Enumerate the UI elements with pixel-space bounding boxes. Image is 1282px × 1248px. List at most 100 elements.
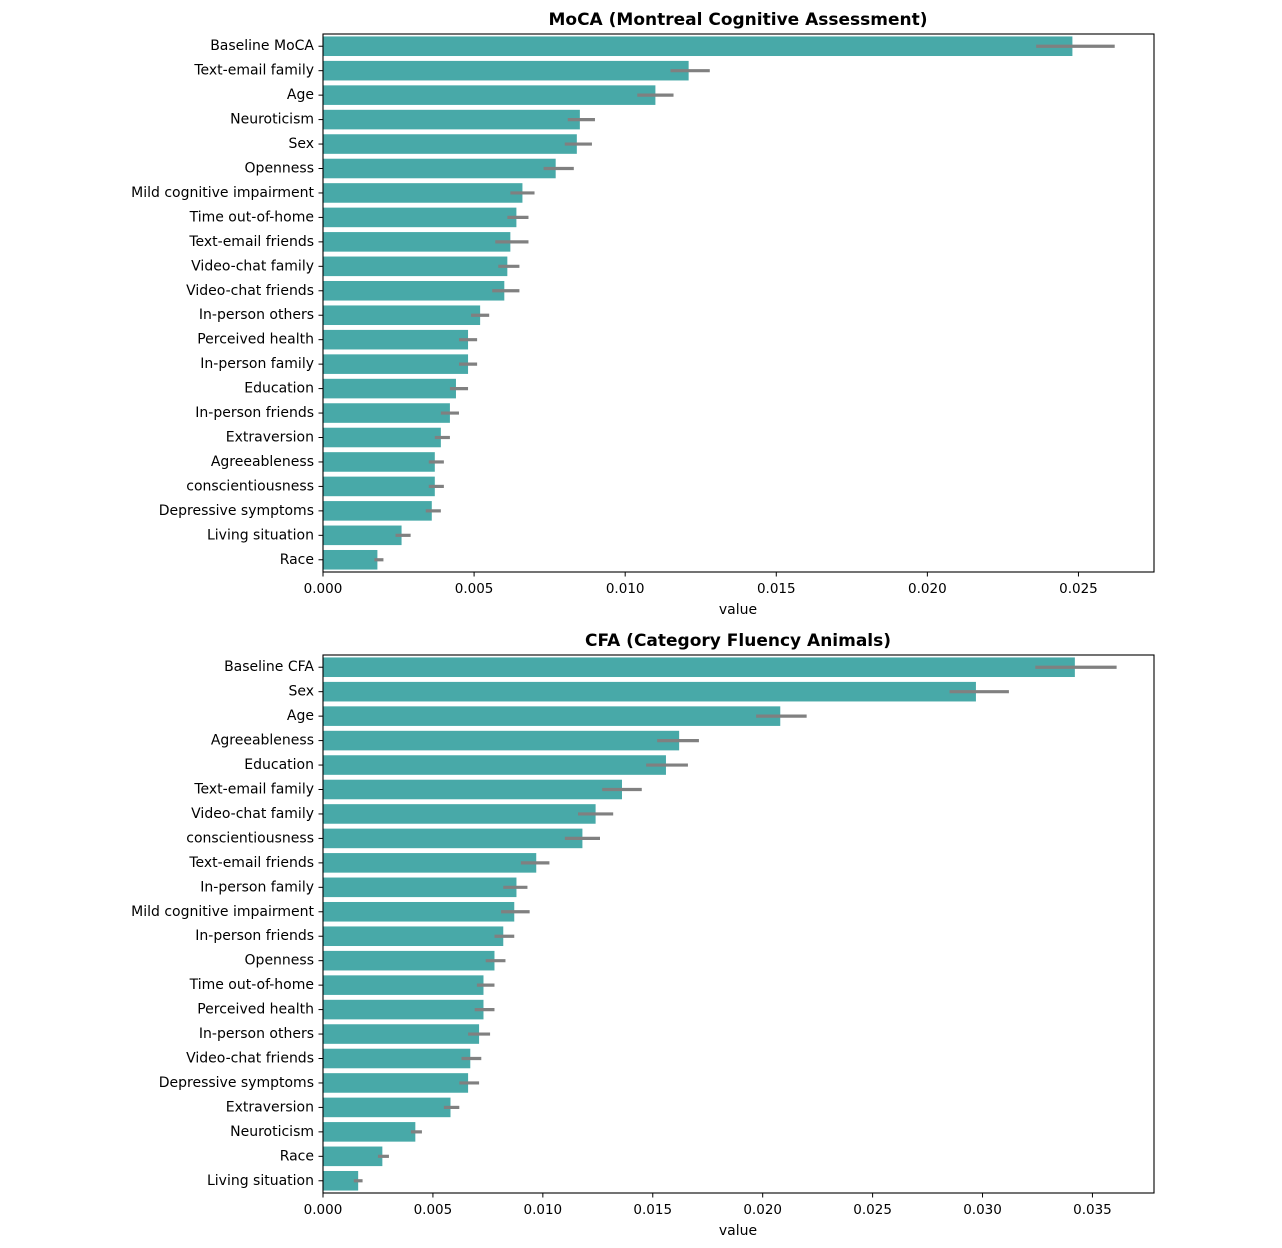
moca-x-tick-label: 0.020 [908,581,947,597]
cfa-bar [323,681,976,702]
cfa-y-tick-label: Perceived health [197,1002,314,1018]
moca-y-tick-label: Video-chat family [191,258,314,274]
moca-bar [323,476,435,497]
moca-y-tick-label: Video-chat friends [186,283,314,299]
moca-bar [323,109,580,130]
moca-y-tick-label: In-person family [200,356,314,372]
cfa-bar [323,730,680,751]
cfa-x-tick-label: 0.000 [304,1202,343,1218]
moca-y-tick-label: Sex [288,136,314,152]
cfa-bar [323,950,495,971]
cfa-bar [323,926,504,947]
moca-bar [323,427,441,448]
moca-bar [323,378,456,399]
cfa-bar [323,999,484,1020]
moca-y-tick-label: Depressive symptoms [159,503,314,519]
moca-bar [323,501,432,521]
cfa-x-tick-label: 0.035 [1073,1202,1112,1218]
cfa-x-tick-label: 0.015 [633,1202,672,1218]
moca-bar [323,36,1073,57]
cfa-x-tick-label: 0.020 [743,1202,782,1218]
moca-y-tick-label: Agreeableness [211,454,314,470]
moca-bar [323,403,450,423]
cfa-y-tick-label: Race [280,1148,314,1164]
moca-bar [323,354,469,374]
moca-y-tick-label: Text-email family [193,63,314,79]
cfa-bar [323,877,517,898]
moca-bar [323,452,435,472]
cfa-y-tick-label: Openness [245,953,314,969]
moca-bar [323,525,402,546]
cfa-y-tick-label: Agreeableness [211,733,314,749]
cfa-axes-frame [322,654,1155,1194]
cfa-bar [323,755,666,775]
cfa-chart: CFA (Category Fluency Animals) Baseline … [131,631,1155,1239]
cfa-y-tick-label: Mild cognitive impairment [131,904,314,920]
cfa-x-tick-label: 0.025 [853,1202,892,1218]
cfa-bar [323,828,583,849]
moca-y-tick-label: Race [280,552,314,568]
moca-y-tick-label: Mild cognitive impairment [131,185,314,201]
cfa-bar [323,706,781,726]
cfa-y-tick-label: Neuroticism [230,1124,314,1140]
moca-y-tick-label: In-person friends [195,405,314,421]
moca-y-tick-label: Living situation [207,527,314,543]
cfa-y-tick-label: Living situation [207,1173,314,1189]
cfa-y-tick-label: Text-email family [193,782,314,798]
moca-chart: MoCA (Montreal Cognitive Assessment) Bas… [131,10,1155,618]
moca-y-tick-label: Time out-of-home [189,209,314,225]
moca-y-tick-label: Education [244,381,314,397]
moca-bar [323,134,577,154]
cfa-x-tick-label: 0.030 [963,1202,1002,1218]
cfa-y-tick-label: Extraversion [226,1099,314,1115]
moca-y-tick-label: In-person others [199,307,314,323]
moca-y-tick-label: Perceived health [197,332,314,348]
cfa-y-tick-label: Education [244,757,314,773]
moca-x-tick-label: 0.000 [304,581,343,597]
cfa-y-tick-label: In-person family [200,879,314,895]
moca-bar [323,329,469,350]
moca-y-tick-label: Text-email friends [188,234,314,250]
cfa-bar [323,1048,471,1069]
moca-bar [323,280,505,301]
cfa-y-tick-label: Depressive symptoms [159,1075,314,1091]
moca-plot-area: Baseline MoCA Text-email family Age Neuroti… [131,33,1155,597]
moca-y-tick-label: Age [287,87,314,103]
cfa-bar [323,779,622,800]
cfa-y-tick-label: In-person friends [195,928,314,944]
moca-x-tick-label: 0.015 [757,581,796,597]
moca-bar [323,256,508,277]
moca-bar [323,549,378,570]
cfa-x-axis-label: value [719,1223,757,1239]
moca-x-axis-label: value [719,602,757,618]
moca-bar [323,232,511,252]
cfa-y-tick-label: Video-chat friends [186,1051,314,1067]
moca-y-tick-label: Extraversion [226,430,314,446]
moca-x-tick-label: 0.025 [1059,581,1098,597]
moca-y-tick-label: Baseline MoCA [210,38,314,54]
cfa-y-tick-label: In-person others [199,1026,314,1042]
cfa-bar [323,1024,480,1044]
moca-y-tick-label: Openness [245,161,314,177]
cfa-y-tick-label: Time out-of-home [189,977,314,993]
cfa-x-tick-label: 0.010 [524,1202,563,1218]
cfa-x-tick-label: 0.005 [414,1202,453,1218]
moca-bar [323,183,523,203]
moca-chart-title: MoCA (Montreal Cognitive Assessment) [548,10,927,30]
cfa-y-tick-label: Text-email friends [188,855,314,871]
cfa-bar [323,804,596,824]
cfa-y-tick-label: Age [287,708,314,724]
moca-bar [323,85,656,105]
cfa-bar [323,1073,469,1093]
cfa-bar [323,1097,451,1118]
moca-bar [323,305,481,326]
cfa-y-tick-label: Baseline CFA [224,659,314,675]
cfa-y-tick-label: Video-chat family [191,806,314,822]
cfa-bar [323,975,484,995]
moca-y-tick-label: Neuroticism [230,112,314,128]
cfa-chart-title: CFA (Category Fluency Animals) [585,631,891,651]
cfa-bar [323,901,515,922]
cfa-bar [323,657,1075,678]
cfa-y-tick-label: Sex [288,684,314,700]
